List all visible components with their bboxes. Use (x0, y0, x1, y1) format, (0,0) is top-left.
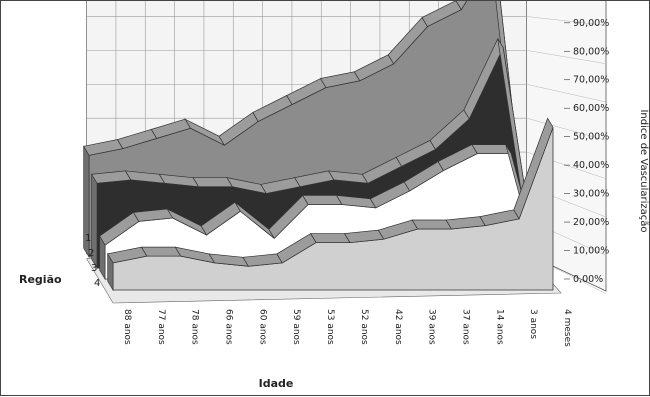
x-tick-label: 4 meses (562, 309, 572, 347)
x-tick-label: 60 anos (257, 309, 267, 345)
x-tick-label: 14 anos (494, 309, 504, 345)
area-side-face (83, 145, 90, 259)
y-tick-label: 40,00% (573, 160, 609, 171)
y-tick-label: 30,00% (573, 189, 609, 200)
x-tick-label: 52 anos (359, 309, 369, 345)
z-ticks: 1 2 3 4 (85, 233, 100, 289)
area-top-ribbon (513, 117, 554, 220)
x-tick-label: 66 anos (224, 309, 234, 345)
x-tick-label: 53 anos (325, 309, 335, 345)
x-tick-label: 88 anos (122, 309, 132, 345)
y-ticks: 0,00% 10,00% 20,00% 30,00% 40,00% 50,00% 60,00… (564, 18, 609, 285)
series-4 (107, 117, 554, 292)
x-tick-label: 42 anos (393, 309, 403, 345)
area-top-ribbon (411, 219, 453, 230)
area-top-ribbon (310, 233, 351, 243)
y-axis-title: Índice de Vascularização (638, 109, 650, 232)
area-top-ribbon (471, 144, 512, 154)
z-axis-title: Região (19, 273, 62, 286)
y-tick-label: 10,00% (573, 246, 609, 257)
area-side-face (91, 173, 98, 270)
x-tick-label: 3 anos (528, 309, 538, 339)
series-layer (83, 1, 554, 292)
y-tick-label: 70,00% (573, 75, 609, 86)
x-tick-label: 78 anos (190, 309, 200, 345)
series-3 (99, 144, 546, 281)
z-tick-label: 2 (88, 248, 94, 259)
area-side-face (107, 252, 114, 292)
area-top-ribbon (302, 195, 343, 205)
x-ticks: 88 anos 77 anos 78 anos 66 anos 60 anos 59 an… (122, 309, 572, 347)
grid-line-side (526, 84, 607, 103)
area-top-ribbon (421, 1, 462, 28)
z-tick-label: 3 (91, 263, 97, 274)
z-tick-label: 1 (85, 233, 91, 244)
area-top-ribbon (192, 177, 234, 188)
grid-line-side (526, 117, 607, 141)
y-tick-label: 60,00% (573, 103, 609, 114)
x-axis-title: Idade (259, 377, 294, 390)
x-tick-label: 59 anos (291, 309, 301, 345)
x-tick-label: 77 anos (156, 309, 166, 345)
area-side-face (99, 235, 106, 281)
y-tick-label: 80,00% (573, 46, 609, 57)
y-tick-label: 90,00% (573, 18, 609, 29)
grid-line-side (526, 16, 607, 26)
y-tick-label: 20,00% (573, 217, 609, 228)
grid-line-side (526, 50, 607, 64)
area-top-ribbon (140, 246, 182, 257)
z-tick-label: 4 (94, 278, 100, 289)
y-tick-label: 50,00% (573, 132, 609, 143)
x-tick-label: 39 anos (427, 309, 437, 345)
x-tick-label: 37 anos (460, 309, 470, 345)
area-top-ribbon (455, 1, 468, 11)
y-tick-label: 0,00% (573, 274, 603, 285)
